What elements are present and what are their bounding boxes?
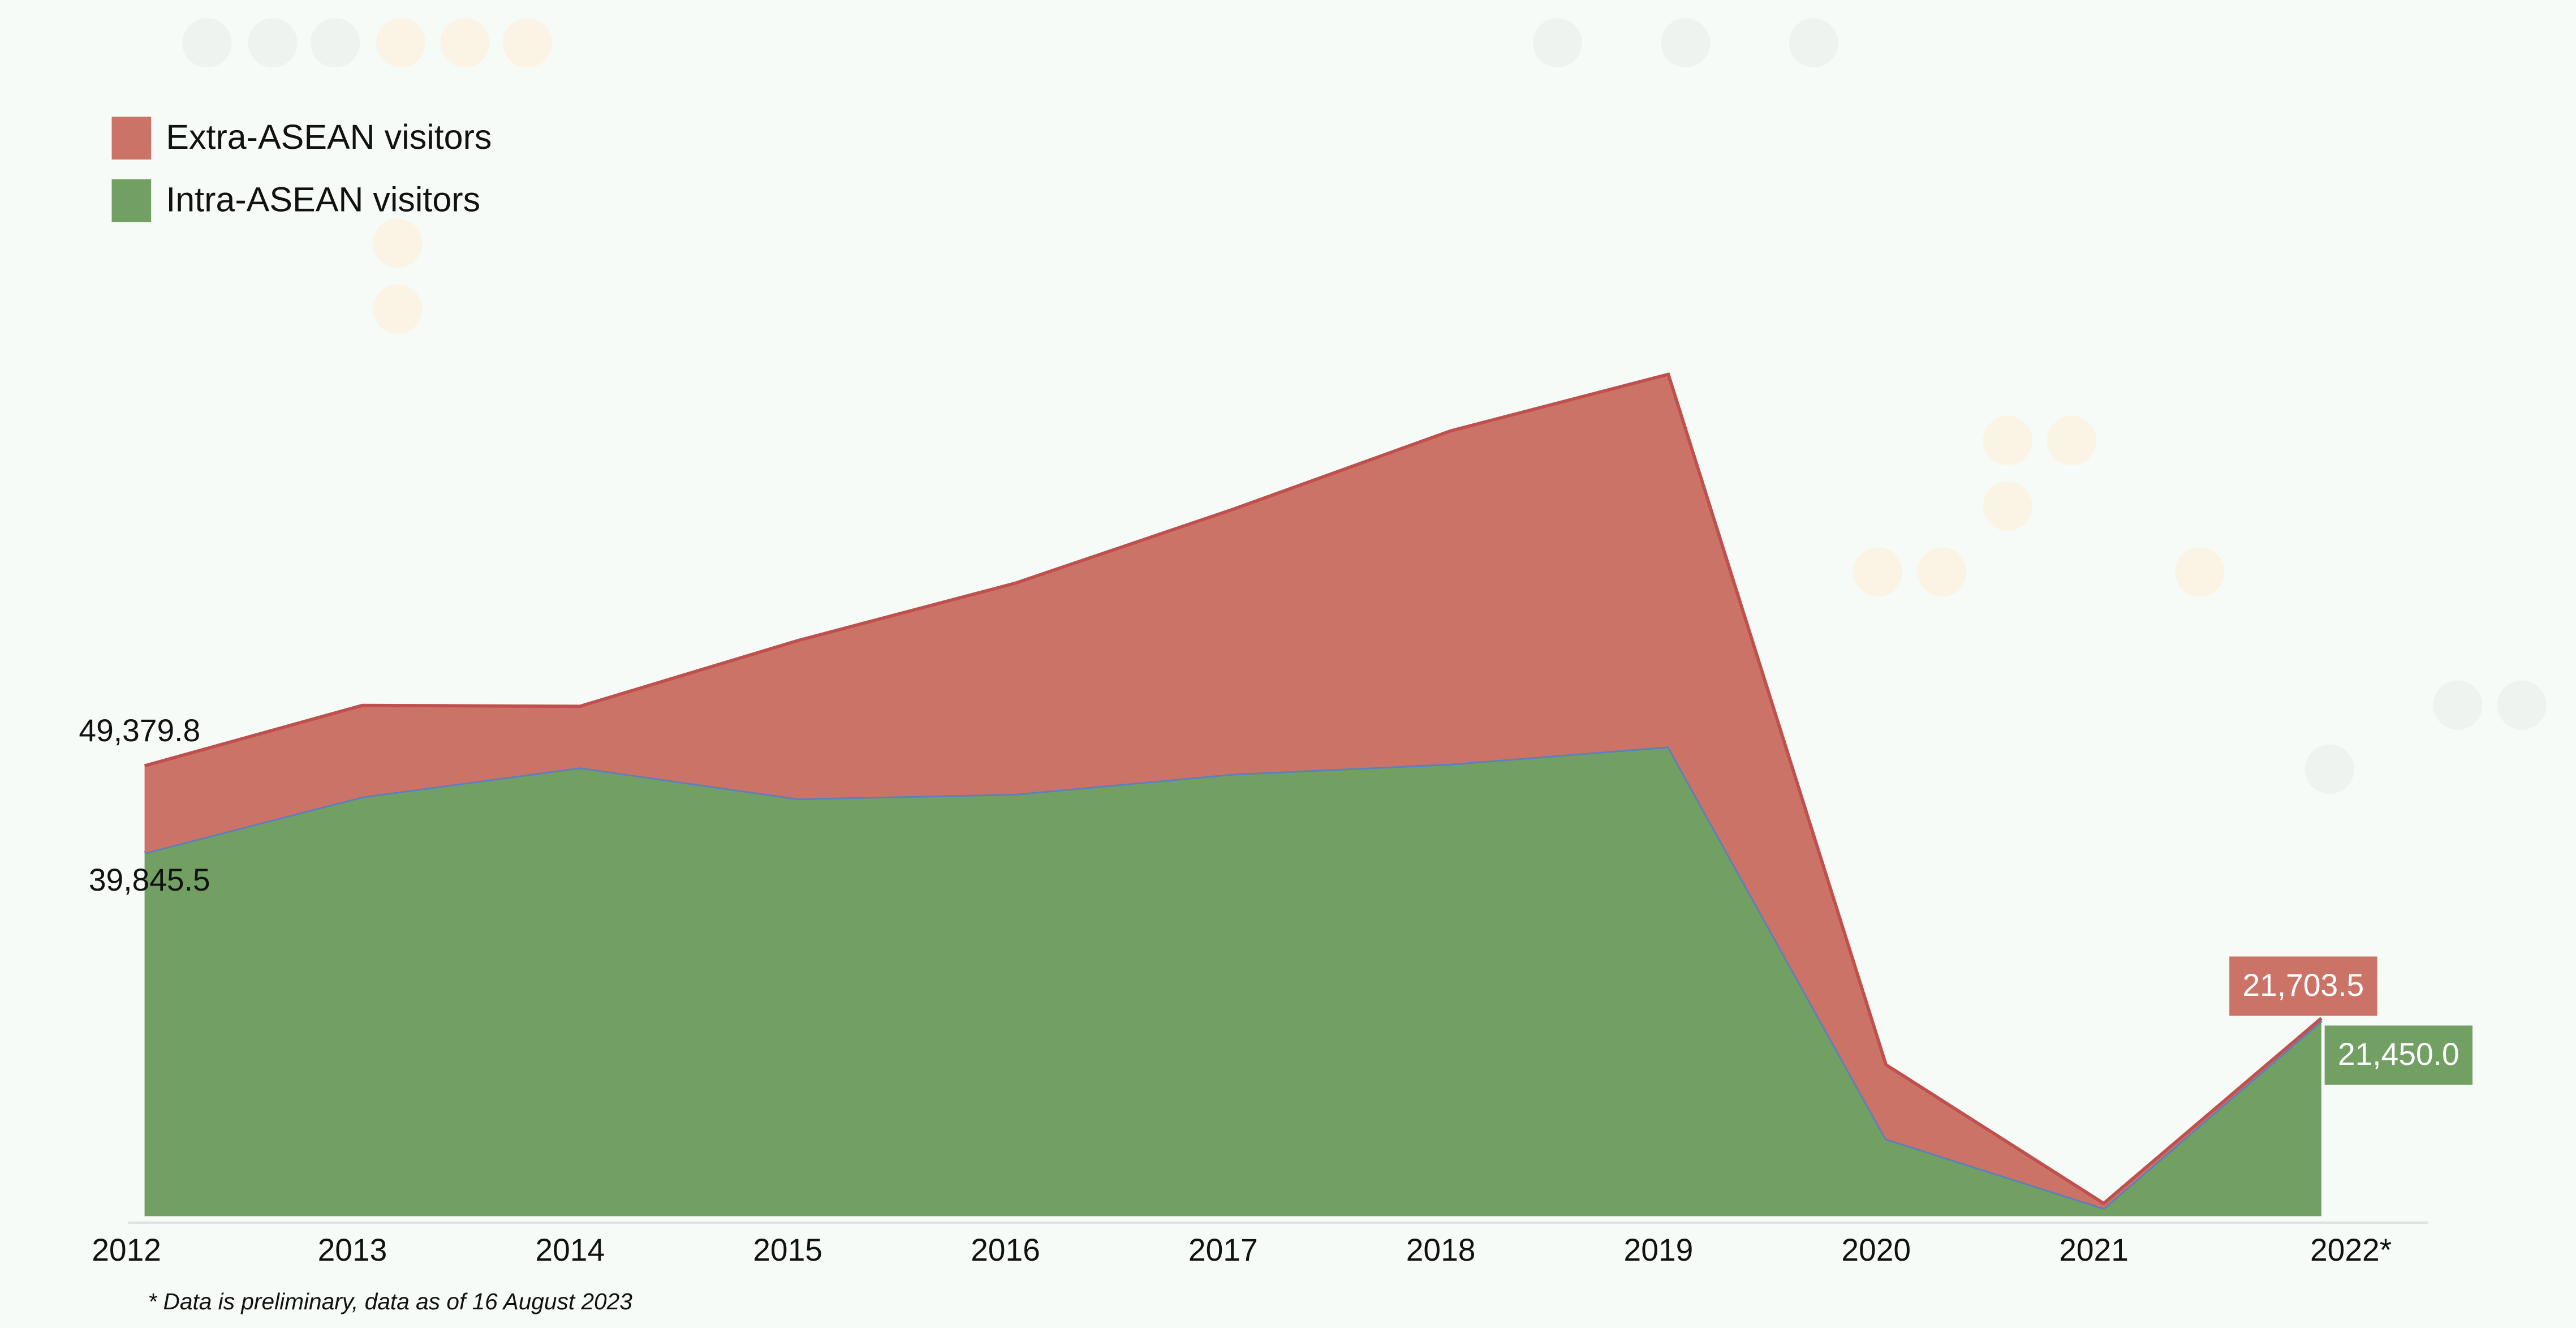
- x-tick-label: 2019: [1624, 1232, 1694, 1267]
- legend-swatch: [111, 117, 152, 160]
- data-label: 21,450.0: [2338, 1037, 2459, 1072]
- x-tick-label: 2018: [1406, 1232, 1476, 1267]
- x-tick-label: 2017: [1188, 1232, 1258, 1267]
- legend: Extra-ASEAN visitors Intra-ASEAN visitors: [111, 117, 492, 222]
- data-label: 39,845.5: [89, 862, 210, 897]
- x-tick-label: 2014: [535, 1232, 605, 1267]
- data-label-box: [2324, 1025, 2473, 1085]
- legend-swatch: [111, 179, 152, 222]
- annotation: 49,379.8: [79, 713, 200, 748]
- x-tick-label: 2021: [2059, 1232, 2129, 1267]
- x-tick-label: 2013: [318, 1232, 387, 1267]
- legend-label: Intra-ASEAN visitors: [166, 180, 480, 218]
- x-tick-label: 2020: [1841, 1232, 1911, 1267]
- annotation: 21,703.5: [2242, 968, 2364, 1003]
- decor-dots: [182, 18, 2547, 794]
- area-line: [144, 372, 2323, 1206]
- legend-label: Extra-ASEAN visitors: [166, 118, 492, 156]
- area: [144, 374, 2321, 1208]
- annotation-box: [2229, 956, 2377, 1016]
- footnote: * Data is preliminary, data as of 16 Aug…: [148, 1288, 632, 1314]
- x-tick-label: 2016: [971, 1232, 1040, 1267]
- x-tick-label: 2015: [753, 1232, 822, 1267]
- x-tick-label: 2012: [92, 1232, 161, 1267]
- area: [144, 746, 2321, 1217]
- x-tick-label: 2022*: [2310, 1232, 2392, 1267]
